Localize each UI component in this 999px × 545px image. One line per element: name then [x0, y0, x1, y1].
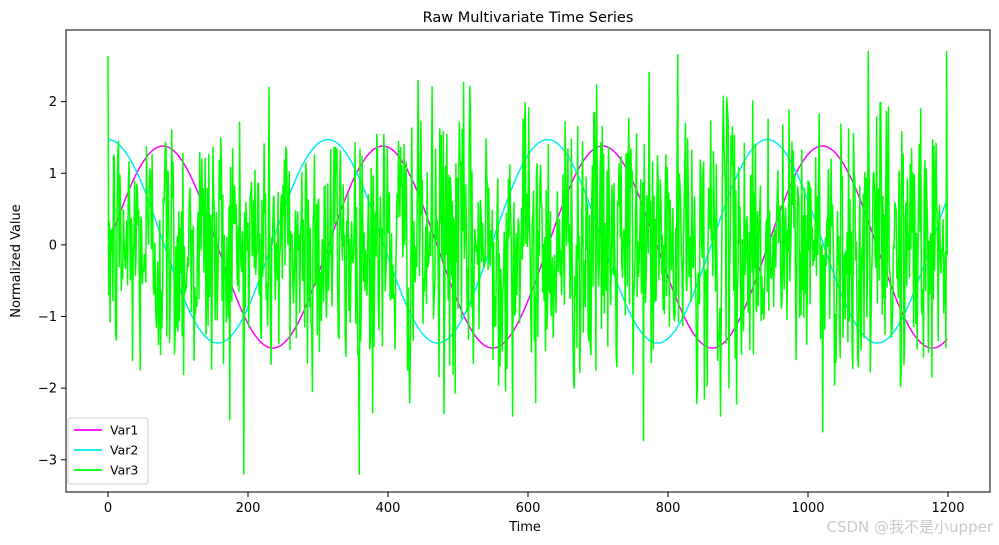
x-tick-label: 1200	[931, 501, 964, 516]
series-line-var3	[107, 50, 949, 475]
y-axis-ticks: −3 −2 −1 0 1 2	[38, 95, 66, 468]
plot-background	[66, 30, 990, 492]
legend-box	[67, 417, 149, 485]
legend-label-var1: Var1	[110, 423, 138, 438]
series-line-var1	[107, 145, 948, 349]
x-tick-label: 0	[104, 501, 112, 516]
x-tick-label: 1000	[791, 501, 824, 516]
x-tick-label: 200	[236, 501, 261, 516]
x-axis-label: Time	[508, 520, 541, 535]
y-axis-label: Normalized Value	[9, 204, 24, 318]
series-layer	[107, 50, 949, 475]
x-tick-label: 600	[516, 501, 541, 516]
y-tick-label: −2	[38, 382, 57, 397]
y-tick-label: −3	[38, 453, 57, 468]
x-axis-ticks: 0 200 400 600 800 1000 1200	[104, 492, 965, 516]
y-tick-label: 2	[49, 95, 57, 110]
watermark-text: CSDN @我不是小upper	[826, 518, 993, 536]
legend: Var1 Var2 Var3	[67, 417, 149, 485]
y-tick-label: −1	[38, 310, 57, 325]
x-tick-label: 800	[656, 501, 681, 516]
y-tick-label: 0	[49, 238, 57, 253]
legend-label-var2: Var2	[110, 443, 138, 458]
y-tick-label: 1	[49, 167, 57, 182]
x-tick-label: 400	[376, 501, 401, 516]
legend-label-var3: Var3	[110, 463, 138, 478]
chart-title: Raw Multivariate Time Series	[423, 10, 634, 26]
